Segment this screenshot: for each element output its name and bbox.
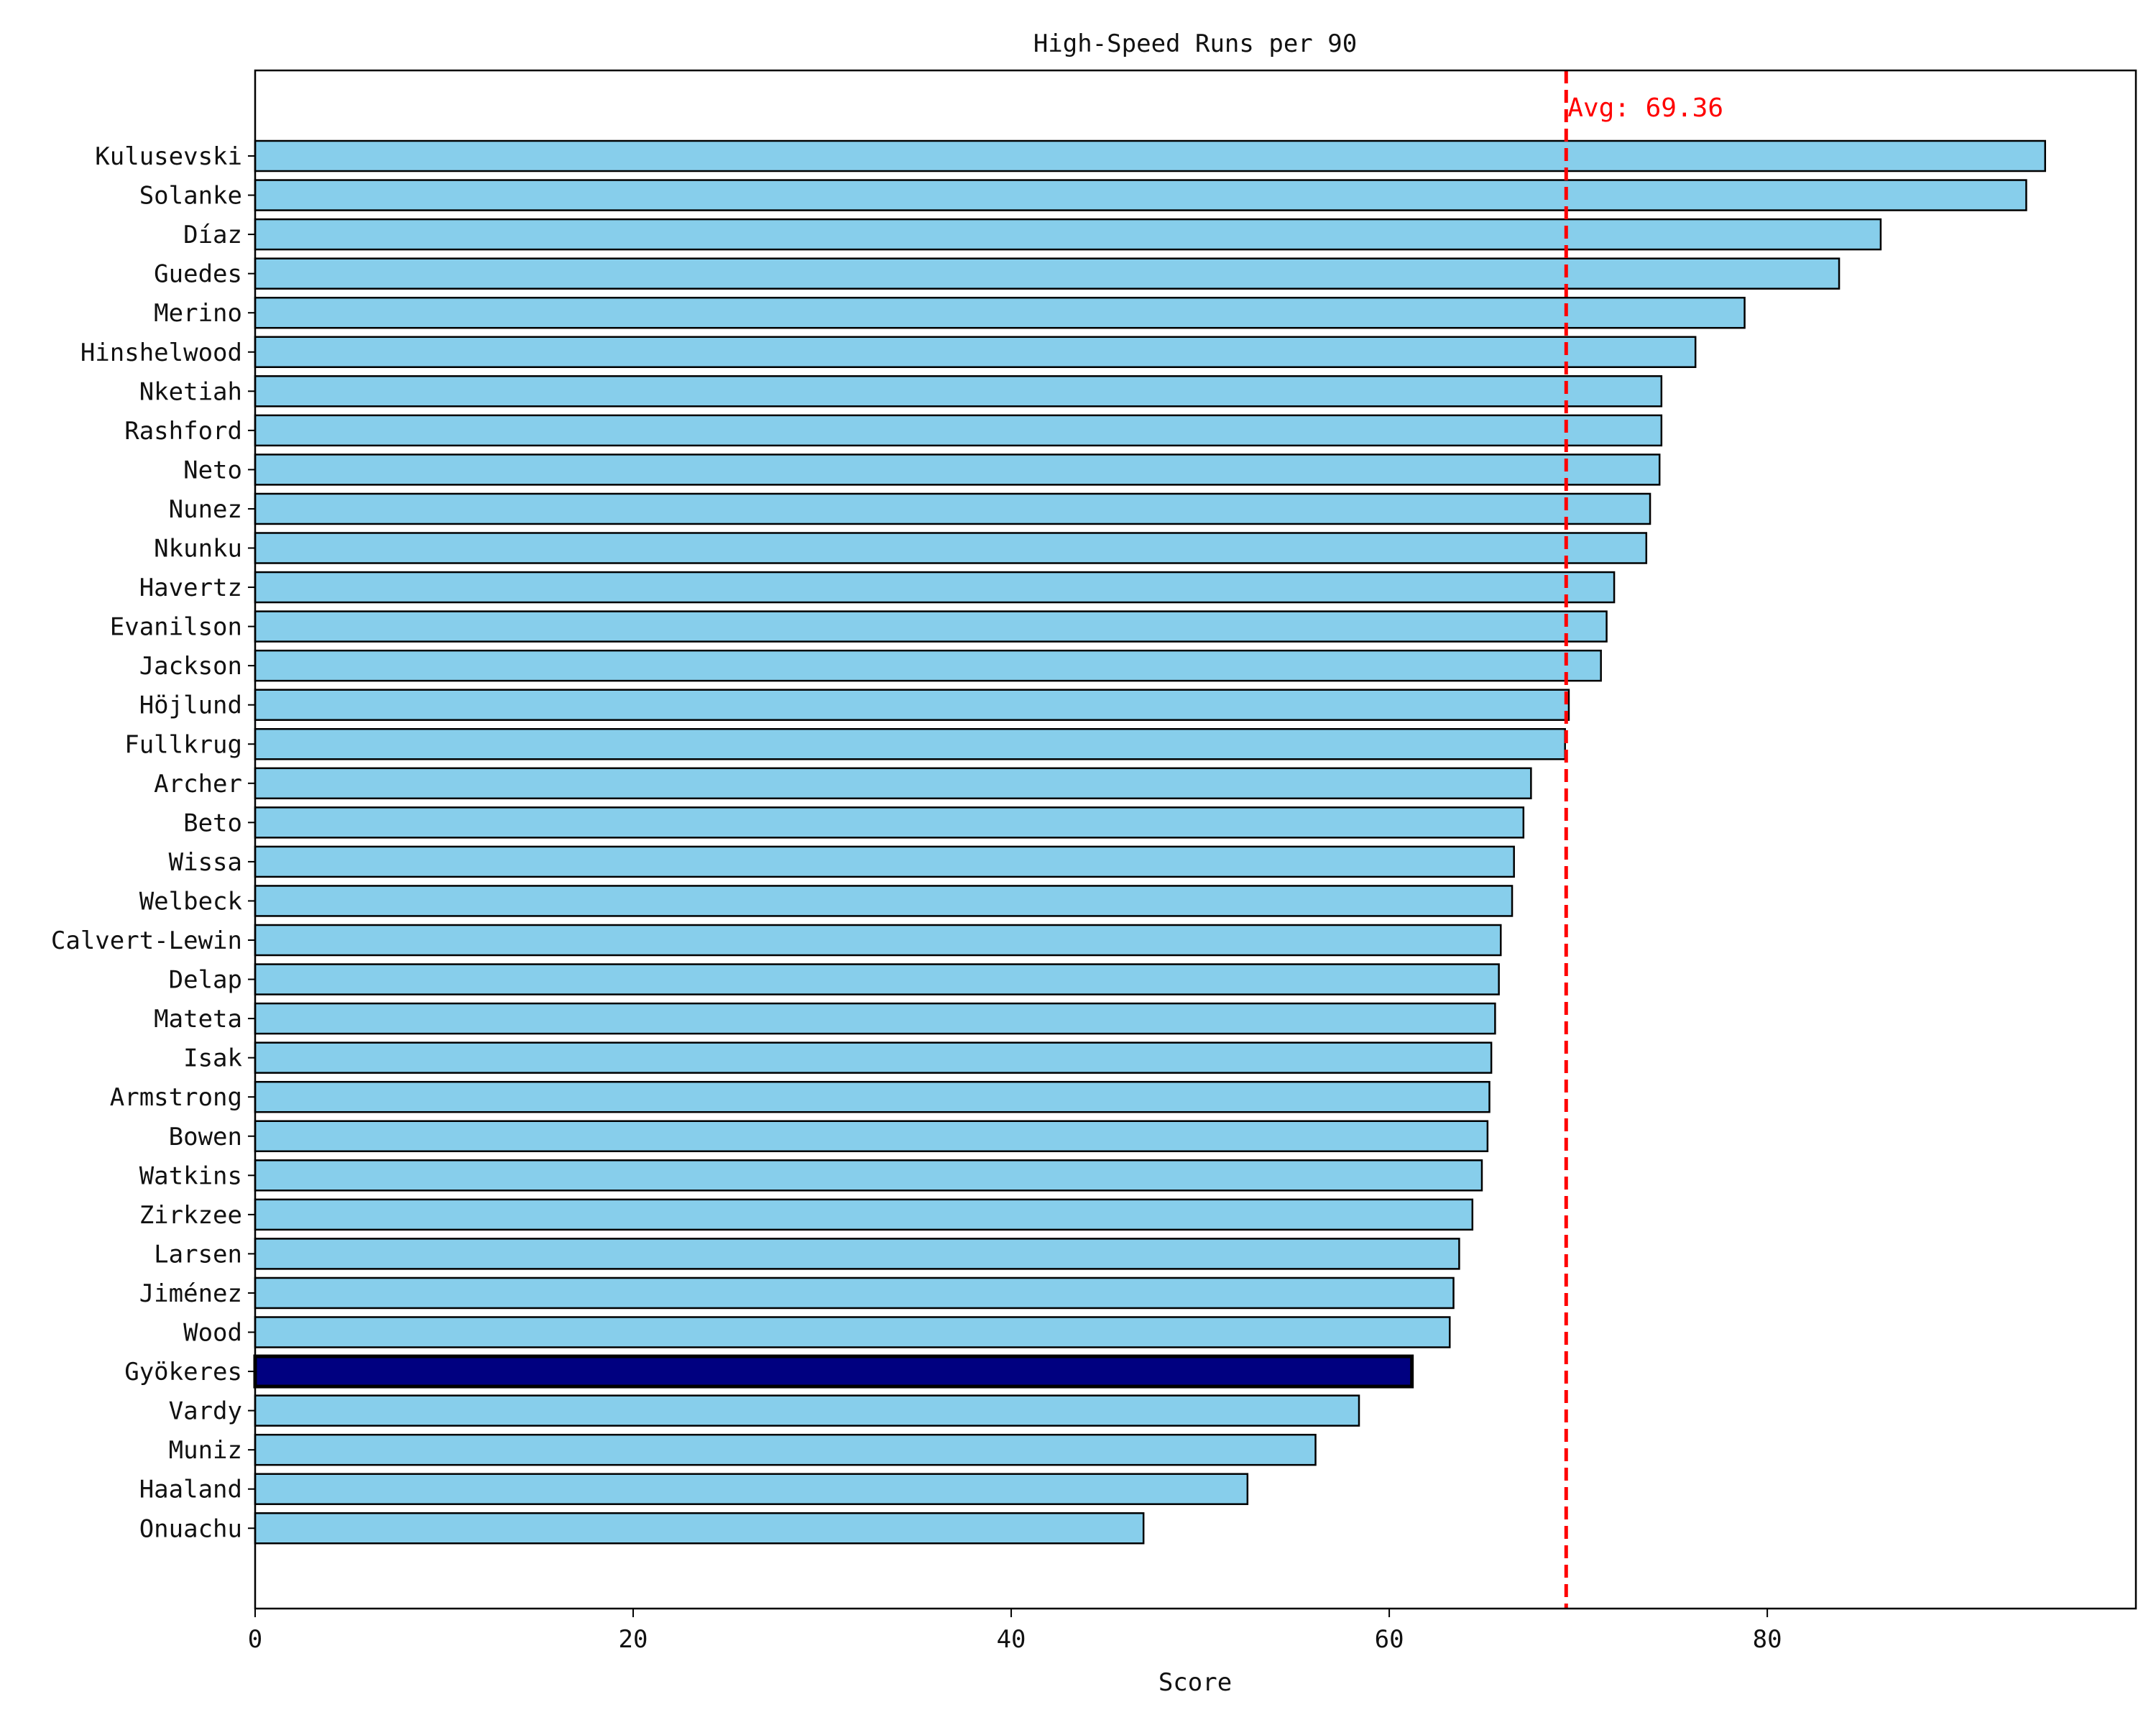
bar-nunez bbox=[254, 492, 1651, 525]
category-label-welbeck: Welbeck bbox=[139, 887, 242, 916]
category-label-vardy: Vardy bbox=[169, 1397, 242, 1426]
bar-wood bbox=[254, 1316, 1451, 1348]
bar-delap bbox=[254, 963, 1500, 995]
bar-nketiah bbox=[254, 375, 1663, 408]
category-label-hojlund: Höjlund bbox=[139, 691, 242, 720]
category-label-diaz: Díaz bbox=[183, 221, 242, 249]
bar-larsen bbox=[254, 1238, 1460, 1270]
category-label-calvert-lewin: Calvert-Lewin bbox=[51, 926, 242, 955]
bar-vardy bbox=[254, 1394, 1360, 1427]
bar-havertz bbox=[254, 571, 1616, 604]
category-labels: Kulusevski Solanke Díaz Guedes Merino Hinshel… bbox=[51, 142, 255, 1543]
bar-archer bbox=[254, 767, 1532, 800]
bar-guedes bbox=[254, 257, 1841, 290]
category-label-hinshelwood: Hinshelwood bbox=[80, 339, 242, 367]
bar-welbeck bbox=[254, 885, 1514, 917]
category-label-zirkzee: Zirkzee bbox=[139, 1201, 242, 1230]
category-label-havertz: Havertz bbox=[139, 574, 242, 602]
bar-wissa bbox=[254, 845, 1515, 878]
category-label-muniz: Muniz bbox=[169, 1436, 242, 1465]
bar-haaland bbox=[254, 1473, 1249, 1505]
bar-armstrong bbox=[254, 1080, 1491, 1113]
bar-muniz bbox=[254, 1433, 1317, 1466]
category-label-delap: Delap bbox=[169, 966, 242, 995]
category-label-wissa: Wissa bbox=[169, 848, 242, 877]
bar-jimenez bbox=[254, 1276, 1455, 1310]
category-label-jackson: Jackson bbox=[139, 652, 242, 681]
category-label-rashford: Rashford bbox=[124, 417, 242, 446]
bar-bowen bbox=[254, 1120, 1489, 1152]
category-label-merino: Merino bbox=[154, 299, 242, 328]
x-tick-label: 60 bbox=[1375, 1625, 1404, 1654]
category-label-isak: Isak bbox=[183, 1044, 242, 1073]
bar-hinshelwood bbox=[254, 336, 1697, 368]
bar-jackson bbox=[254, 649, 1602, 682]
bar-onuachu bbox=[254, 1512, 1145, 1545]
category-label-onuachu: Onuachu bbox=[139, 1514, 242, 1543]
x-axis-title: Score bbox=[1158, 1668, 1232, 1697]
category-label-fullkrug: Fullkrug bbox=[124, 730, 242, 759]
category-label-jimenez: Jiménez bbox=[139, 1279, 242, 1308]
bar-beto bbox=[254, 806, 1525, 839]
x-tick-label: 0 bbox=[248, 1625, 262, 1654]
category-label-nketiah: Nketiah bbox=[139, 377, 242, 406]
x-tick-label: 20 bbox=[619, 1625, 648, 1654]
category-label-neto: Neto bbox=[183, 456, 242, 484]
category-label-haaland: Haaland bbox=[139, 1476, 242, 1504]
bar-rashford bbox=[254, 414, 1663, 447]
category-label-evanilson: Evanilson bbox=[110, 613, 242, 642]
category-label-mateta: Mateta bbox=[154, 1005, 242, 1034]
bar-zirkzee bbox=[254, 1198, 1474, 1231]
category-label-wood: Wood bbox=[183, 1319, 242, 1348]
category-label-nkunku: Nkunku bbox=[154, 535, 242, 564]
category-label-nunez: Nunez bbox=[169, 495, 242, 524]
category-label-solanke: Solanke bbox=[139, 182, 242, 211]
category-label-guedes: Guedes bbox=[154, 260, 242, 289]
bar-nkunku bbox=[254, 532, 1648, 564]
bar-kulusevski bbox=[254, 139, 2047, 172]
bar-fullkrug bbox=[254, 728, 1566, 760]
bar-diaz bbox=[254, 218, 1882, 251]
bar-gyokeres bbox=[253, 1354, 1414, 1389]
x-tick-label: 40 bbox=[997, 1625, 1026, 1654]
bar-neto bbox=[254, 454, 1661, 486]
average-label: Avg: 69.36 bbox=[1567, 93, 1723, 123]
bar-evanilson bbox=[254, 610, 1608, 643]
category-label-kulusevski: Kulusevski bbox=[95, 142, 242, 171]
x-tick-label: 80 bbox=[1753, 1625, 1782, 1654]
category-label-archer: Archer bbox=[154, 770, 242, 799]
category-label-larsen: Larsen bbox=[154, 1240, 242, 1269]
bar-calvert-lewin bbox=[254, 924, 1502, 957]
bar-mateta bbox=[254, 1002, 1496, 1035]
bar-merino bbox=[254, 296, 1746, 329]
bars-group bbox=[253, 139, 2047, 1545]
category-label-gyokeres: Gyökeres bbox=[124, 1358, 242, 1386]
category-label-armstrong: Armstrong bbox=[110, 1083, 242, 1112]
bar-solanke bbox=[254, 179, 2027, 211]
x-axis-ticks: 0 20 40 60 80 bbox=[248, 1609, 1782, 1654]
bar-isak bbox=[254, 1041, 1493, 1074]
bar-watkins bbox=[254, 1159, 1483, 1192]
category-label-beto: Beto bbox=[183, 809, 242, 837]
plot-frame bbox=[254, 69, 2137, 1610]
bar-hojlund bbox=[254, 689, 1570, 721]
category-label-bowen: Bowen bbox=[169, 1123, 242, 1151]
chart-title: High-Speed Runs per 90 bbox=[1033, 29, 1357, 58]
category-label-watkins: Watkins bbox=[139, 1162, 242, 1190]
